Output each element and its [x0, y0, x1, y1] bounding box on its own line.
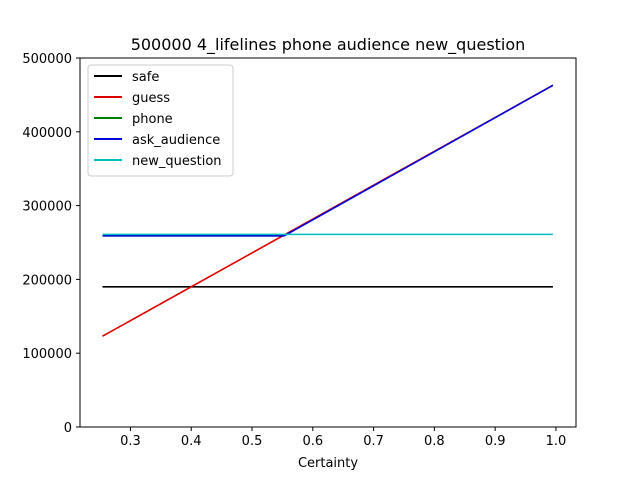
x-tick-label: 0.5	[242, 434, 263, 449]
plot-frame	[79, 57, 577, 428]
x-tick-label: 0.6	[302, 434, 323, 449]
y-tick-label: 0	[64, 421, 72, 436]
x-tick-label: 1.0	[546, 434, 567, 449]
y-tick-label: 300000	[22, 200, 72, 215]
chart-title: 500000 4_lifelines phone audience new_qu…	[131, 35, 526, 55]
x-tick-label: 0.8	[424, 434, 445, 449]
y-tick-label: 400000	[22, 126, 72, 141]
series-layer	[102, 84, 554, 337]
x-tick-label: 0.3	[120, 434, 141, 449]
x-tick-label: 0.4	[181, 434, 202, 449]
x-axis: 0.3 0.4 0.5 0.6 0.7 0.8 0.9 1.0	[120, 427, 566, 449]
y-tick-label: 500000	[22, 52, 72, 67]
y-axis: 0 100000 200000 300000 400000 500000	[22, 52, 80, 436]
legend-label-new-question: new_question	[132, 154, 222, 169]
legend-label-guess: guess	[132, 91, 170, 106]
legend-label-ask-audience: ask_audience	[132, 133, 220, 148]
x-axis-label: Certainty	[298, 456, 358, 471]
legend-frame	[87, 64, 234, 177]
x-tick-label: 0.7	[363, 434, 384, 449]
legend-label-safe: safe	[132, 70, 159, 85]
series-line-ask-audience	[102, 84, 554, 237]
y-tick-label: 100000	[22, 347, 72, 362]
y-tick-label: 200000	[22, 273, 72, 288]
legend: safe guess phone ask_audience new_question	[87, 64, 234, 177]
x-tick-label: 0.9	[485, 434, 506, 449]
legend-label-phone: phone	[132, 112, 173, 127]
